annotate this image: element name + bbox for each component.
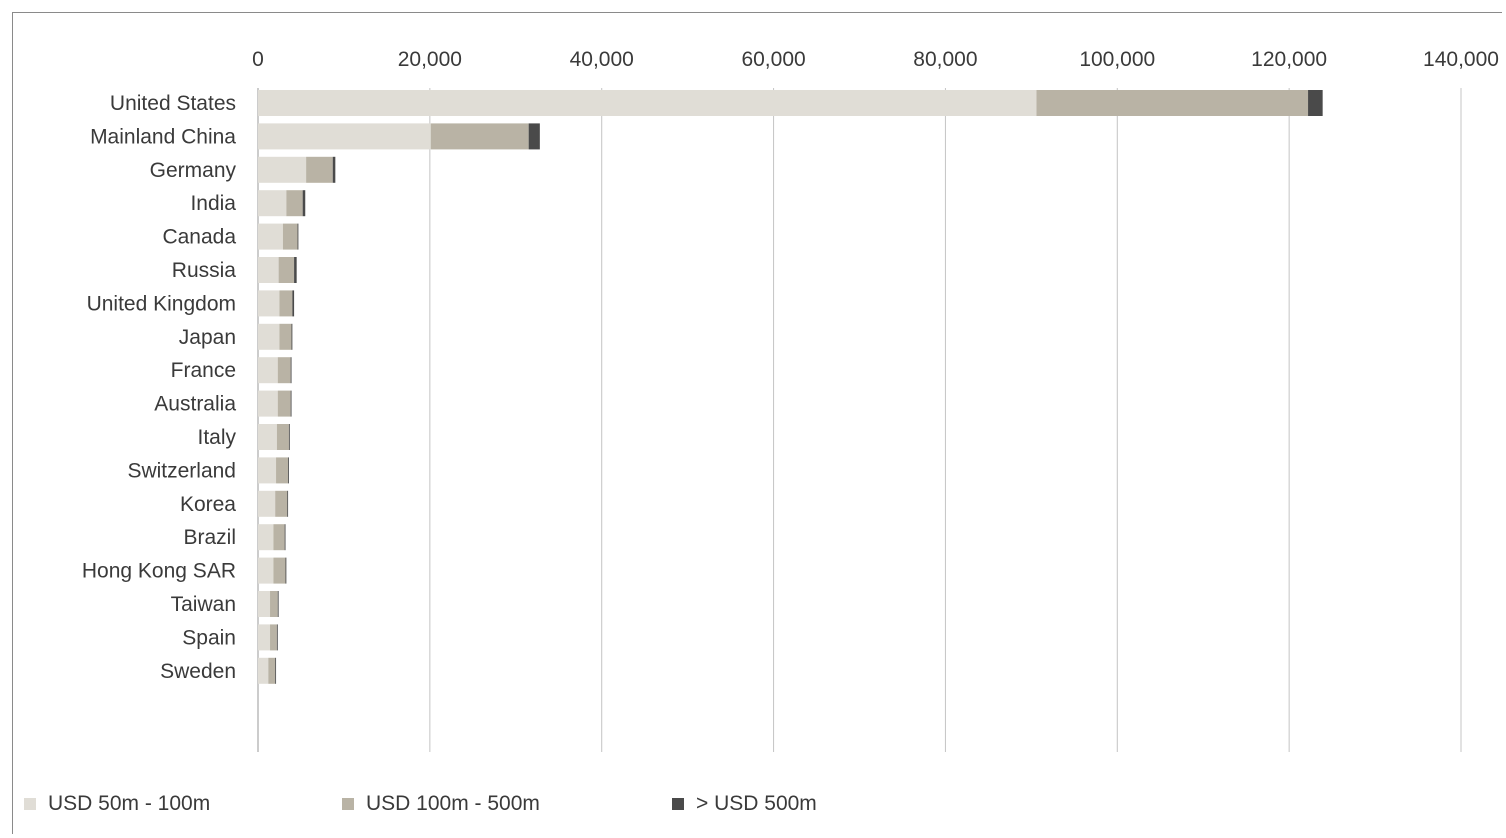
chart-frame [12, 12, 1502, 834]
x-tick-label: 20,000 [398, 48, 462, 71]
bar-segment-series-1 [277, 357, 291, 384]
bar-segment-series-0 [258, 90, 1037, 116]
legend-label: USD 100m - 500m [366, 792, 540, 815]
y-category-label: Australia [154, 393, 236, 416]
bar-segment-series-1 [282, 223, 298, 250]
bar-segment-series-2 [291, 323, 293, 350]
bar-segment-series-0 [258, 290, 280, 317]
bar-segment-series-0 [258, 257, 279, 283]
x-axis-ticks: 0 20,000 40,000 60,000 80,000 100,000 120,000 1… [252, 48, 1499, 71]
legend-item-usd-100m-500m: USD 100m - 500m [342, 792, 540, 816]
bar-segment-series-2 [290, 390, 292, 417]
bar-segment-series-2 [288, 424, 290, 450]
bar-segment-series-1 [273, 524, 285, 551]
legend-swatch-icon [342, 798, 354, 810]
bar-segment-series-1 [430, 123, 529, 150]
y-category-label: Korea [180, 493, 236, 516]
legend-label: USD 50m - 100m [48, 792, 211, 815]
bars [258, 90, 1323, 684]
x-tick-label: 100,000 [1079, 48, 1155, 71]
bar-segment-series-2 [290, 357, 292, 384]
bar-segment-series-1 [276, 424, 289, 450]
bar-segment-series-0 [258, 557, 274, 584]
bar-segment-series-0 [258, 190, 287, 217]
x-tick-label: 120,000 [1251, 48, 1327, 71]
x-tick-label: 0 [252, 48, 264, 71]
y-category-label: Sweden [160, 660, 236, 683]
x-tick-label: 140,000 [1423, 48, 1499, 71]
bar-segment-series-2 [1308, 90, 1323, 116]
bar-segment-series-1 [279, 323, 292, 350]
bar-segment-series-2 [292, 290, 295, 317]
bar-segment-series-1 [268, 657, 276, 684]
bar-segment-series-2 [284, 524, 286, 551]
y-category-label: Hong Kong SAR [82, 560, 236, 583]
bar-segment-series-2 [294, 257, 297, 283]
y-category-label: Mainland China [90, 125, 236, 148]
y-category-label: United States [110, 92, 236, 115]
bar-segment-series-1 [275, 490, 288, 517]
bar-segment-series-2 [288, 457, 289, 484]
x-tick-label: 80,000 [913, 48, 977, 71]
bar-segment-series-1 [279, 290, 293, 317]
bar-segment-series-0 [258, 657, 269, 684]
bar-segment-series-1 [270, 591, 278, 617]
bar-segment-series-0 [258, 457, 277, 484]
bar-segment-series-0 [258, 624, 271, 651]
bar-segment-series-2 [332, 156, 336, 183]
bar-segment-series-1 [278, 257, 295, 283]
y-category-label: Germany [150, 159, 237, 182]
bar-segment-series-1 [306, 156, 333, 183]
y-category-label: Japan [179, 326, 236, 349]
y-category-label: United Kingdom [87, 292, 236, 315]
y-category-label: Brazil [183, 526, 236, 549]
legend-label: > USD 500m [696, 792, 817, 815]
bar-segment-series-0 [258, 490, 276, 517]
y-category-label: India [190, 192, 236, 215]
bar-segment-series-1 [277, 390, 291, 417]
y-category-label: France [171, 359, 236, 382]
legend-swatch-icon [24, 798, 36, 810]
bar-segment-series-0 [258, 223, 283, 250]
y-category-label: Italy [197, 426, 236, 449]
bar-segment-series-2 [285, 557, 287, 584]
bar-segment-series-0 [258, 357, 278, 384]
y-category-label: Canada [162, 226, 236, 249]
bar-segment-series-0 [258, 323, 280, 350]
bar-segment-series-0 [258, 424, 277, 450]
bar-segment-series-1 [276, 457, 289, 484]
bar-segment-series-1 [1036, 90, 1309, 116]
y-category-label: Russia [172, 259, 237, 282]
bar-segment-series-2 [287, 490, 289, 517]
legend-swatch-icon [672, 798, 684, 810]
bar-segment-series-1 [286, 190, 303, 217]
bar-segment-series-0 [258, 156, 307, 183]
bar-segment-series-1 [273, 557, 286, 584]
bar-segment-series-2 [275, 657, 277, 684]
bar-segment-series-0 [258, 390, 278, 417]
bar-segment-series-1 [270, 624, 277, 651]
y-category-label: Taiwan [171, 593, 236, 616]
x-tick-label: 40,000 [570, 48, 634, 71]
bar-segment-series-2 [528, 123, 540, 150]
y-axis-labels: United States Mainland China Germany India C… [82, 92, 237, 683]
bar-segment-series-2 [302, 190, 306, 217]
bar-segment-series-0 [258, 591, 271, 617]
bar-segment-series-0 [258, 123, 431, 150]
legend-item-over-usd-500m: > USD 500m [672, 792, 817, 816]
gridlines [257, 88, 1462, 752]
bar-segment-series-2 [276, 624, 278, 651]
bar-segment-series-0 [258, 524, 274, 551]
bar-segment-series-2 [277, 591, 279, 617]
bar-segment-series-2 [297, 223, 299, 250]
y-category-label: Switzerland [127, 459, 236, 482]
x-tick-label: 60,000 [741, 48, 805, 71]
legend-item-usd-50m-100m: USD 50m - 100m [24, 792, 210, 816]
y-category-label: Spain [182, 626, 236, 649]
